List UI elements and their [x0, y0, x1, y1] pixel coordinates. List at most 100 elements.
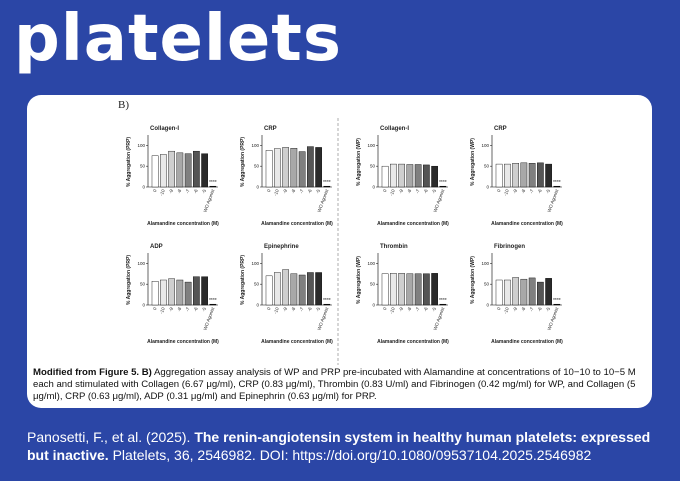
bar [307, 146, 314, 188]
bar [193, 276, 200, 306]
bar [282, 269, 289, 306]
bar [414, 164, 422, 188]
x-tick-label: 0 [382, 188, 388, 193]
bar [431, 165, 438, 188]
x-axis-label: Alamandine concentration (M) [261, 221, 333, 227]
x-tick-label: -8 [406, 306, 412, 312]
y-axis-label: % Aggregation (PRP) [240, 137, 246, 187]
bar [545, 163, 552, 188]
x-tick-label: -10 [159, 188, 166, 196]
y-tick-label: 0 [142, 303, 145, 308]
y-tick-label: 50 [370, 164, 376, 169]
chart-title: CRP [494, 126, 507, 132]
x-tick-label: -5 [315, 188, 321, 194]
bar [209, 185, 217, 188]
caption-text: Aggregation assay analysis of WP and PRP… [33, 367, 636, 402]
significance: **** [439, 180, 447, 186]
caption-lead: Modified from Figure 5. B) [33, 367, 152, 378]
bar [151, 281, 159, 306]
x-tick-label: -8 [520, 188, 526, 194]
bar [184, 153, 192, 188]
bar [176, 152, 184, 188]
bar [265, 150, 273, 188]
y-tick-label: 100 [481, 261, 489, 266]
y-tick-label: 100 [137, 143, 145, 148]
y-tick-label: 100 [481, 143, 489, 148]
bar [553, 303, 561, 306]
x-tick-label: -9 [398, 306, 404, 312]
x-tick-label: -7 [414, 188, 420, 194]
bar [537, 281, 544, 306]
x-tick-label: -5 [545, 306, 551, 312]
y-tick-label: 0 [486, 185, 489, 190]
x-tick-label: -8 [290, 306, 296, 312]
bar [160, 279, 167, 306]
x-axis-label: Alamandine concentration (M) [261, 339, 333, 345]
x-tick-label: 0 [382, 306, 388, 311]
x-axis-label: Alamandine concentration (M) [147, 339, 219, 345]
x-tick-label: -6 [423, 306, 429, 312]
x-tick-label: -9 [512, 188, 518, 194]
bar [406, 273, 414, 306]
y-tick-label: 0 [372, 185, 375, 190]
x-tick-label: 0 [152, 188, 158, 193]
bar [151, 155, 159, 188]
citation: Panosetti, F., et al. (2025). The renin-… [27, 428, 667, 464]
x-tick-label: -7 [414, 306, 420, 312]
x-tick-label: -5 [431, 306, 437, 312]
y-axis-label: % Aggregation (WP) [356, 138, 362, 186]
x-tick-label: 0 [152, 306, 158, 311]
bar [168, 150, 175, 188]
y-tick-label: 0 [142, 185, 145, 190]
y-axis-label: % Aggregation (PRP) [240, 255, 246, 305]
y-tick-label: 50 [140, 164, 146, 169]
bar [504, 163, 511, 188]
chart-title: Fibrinogen [494, 244, 525, 250]
bar [315, 272, 322, 306]
x-tick-label: -5 [545, 188, 551, 194]
x-tick-label: 0 [266, 188, 272, 193]
x-tick-label: -8 [176, 188, 182, 194]
chart-title: CRP [264, 126, 277, 132]
bar [431, 273, 438, 306]
x-tick-label: -5 [201, 188, 207, 194]
bar [274, 272, 281, 306]
significance: **** [439, 298, 447, 304]
bar [390, 163, 397, 188]
panel-label: B) [118, 99, 129, 111]
x-tick-label: -10 [503, 188, 510, 196]
significance: **** [323, 298, 331, 304]
x-tick-label: -6 [537, 306, 543, 312]
bar [307, 272, 314, 306]
y-tick-label: 50 [254, 164, 260, 169]
journal-logo: platelets [14, 2, 342, 76]
bar [553, 185, 561, 188]
y-tick-label: 0 [486, 303, 489, 308]
x-tick-label: 0 [266, 306, 272, 311]
x-tick-label: -6 [307, 306, 313, 312]
y-tick-label: 50 [484, 164, 490, 169]
chart-title: Epinephrine [264, 244, 299, 250]
y-tick-label: 100 [367, 143, 375, 148]
x-tick-label: -6 [307, 188, 313, 194]
x-tick-label: -10 [389, 188, 396, 196]
bar [381, 273, 389, 306]
bar [282, 147, 289, 188]
y-tick-label: 50 [254, 282, 260, 287]
chart-title: ADP [150, 244, 163, 250]
x-tick-label: -6 [537, 188, 543, 194]
bar [298, 151, 306, 188]
bar [495, 279, 503, 306]
chart-title: Collagen-I [380, 126, 409, 132]
bar [381, 165, 389, 188]
x-tick-label: -5 [315, 306, 321, 312]
x-axis-label: Alamandine concentration (M) [147, 221, 219, 227]
bar [201, 153, 208, 188]
bar [545, 278, 552, 306]
x-tick-label: -10 [159, 306, 166, 314]
y-axis-label: % Aggregation (WP) [356, 256, 362, 304]
y-axis-label: % Aggregation (PRP) [126, 137, 132, 187]
x-tick-label: 0 [496, 188, 502, 193]
significance: **** [553, 298, 561, 304]
bar [528, 163, 536, 188]
